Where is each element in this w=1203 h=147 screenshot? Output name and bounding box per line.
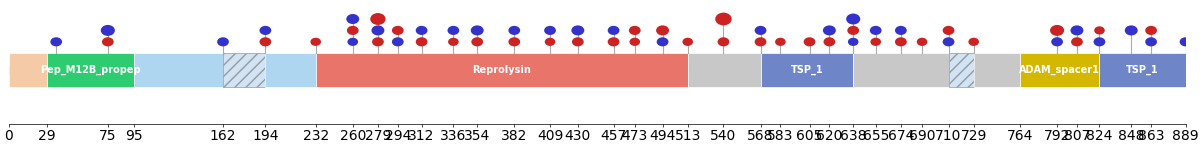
Ellipse shape [472,37,484,46]
Text: Pep_M12B_propep: Pep_M12B_propep [41,65,141,75]
Ellipse shape [943,26,954,35]
Ellipse shape [656,25,669,35]
Ellipse shape [1180,37,1191,46]
Ellipse shape [392,26,404,35]
Ellipse shape [1095,26,1104,35]
Ellipse shape [371,13,386,25]
Ellipse shape [571,37,583,46]
Ellipse shape [470,25,484,35]
Ellipse shape [1145,26,1157,35]
Ellipse shape [310,38,321,46]
Bar [1100,53,1185,87]
Ellipse shape [682,38,693,46]
Ellipse shape [448,26,460,35]
Bar [973,53,1020,87]
Ellipse shape [217,37,229,46]
Bar [853,53,948,87]
Ellipse shape [895,37,907,46]
Ellipse shape [509,26,520,35]
Ellipse shape [1071,25,1084,35]
Ellipse shape [1050,25,1065,36]
Bar [760,53,853,87]
Bar [1020,53,1100,87]
Ellipse shape [1145,37,1157,46]
Ellipse shape [1071,37,1083,46]
Ellipse shape [871,38,881,46]
Ellipse shape [416,26,427,35]
Ellipse shape [51,37,63,46]
Ellipse shape [392,37,404,46]
Ellipse shape [917,38,928,46]
Ellipse shape [943,37,954,46]
Ellipse shape [346,26,358,35]
Ellipse shape [848,38,859,46]
Ellipse shape [101,25,115,36]
Ellipse shape [608,37,620,46]
Ellipse shape [372,37,384,46]
Ellipse shape [870,26,882,35]
Ellipse shape [260,26,271,35]
Ellipse shape [1051,37,1063,46]
Ellipse shape [657,37,669,46]
Ellipse shape [608,26,620,35]
Ellipse shape [260,37,271,46]
Ellipse shape [448,38,458,46]
Ellipse shape [509,37,520,46]
Bar [223,53,266,87]
Ellipse shape [545,38,556,46]
Ellipse shape [629,38,640,46]
Ellipse shape [847,26,859,35]
Ellipse shape [102,37,114,46]
Ellipse shape [754,26,766,35]
Ellipse shape [823,25,836,35]
Text: ADAM_spacer1: ADAM_spacer1 [1019,65,1101,75]
Ellipse shape [571,25,585,35]
Ellipse shape [968,38,979,46]
Ellipse shape [1125,25,1138,35]
Ellipse shape [824,37,835,46]
Ellipse shape [895,26,907,35]
Ellipse shape [346,14,360,24]
Bar [8,53,47,87]
Bar [315,53,688,87]
Bar [47,53,135,87]
Ellipse shape [754,37,766,46]
Bar [948,53,973,87]
Ellipse shape [1094,37,1106,46]
Ellipse shape [717,37,729,46]
Text: TSP_1: TSP_1 [790,65,823,75]
Ellipse shape [804,37,816,46]
Ellipse shape [846,14,860,25]
Ellipse shape [544,26,556,35]
Bar [135,53,223,87]
Ellipse shape [775,38,786,46]
Text: TSP_1: TSP_1 [1126,65,1158,75]
Ellipse shape [348,38,358,46]
Ellipse shape [716,13,731,25]
Bar [688,53,760,87]
Bar [266,53,315,87]
Ellipse shape [372,25,385,35]
Ellipse shape [629,26,641,35]
Text: Reprolysin: Reprolysin [473,65,532,75]
Ellipse shape [416,37,427,46]
